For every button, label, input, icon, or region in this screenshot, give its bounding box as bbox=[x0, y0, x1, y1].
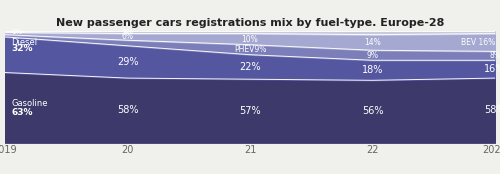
Text: 57%: 57% bbox=[239, 106, 261, 116]
Text: 9%: 9% bbox=[366, 51, 378, 60]
Text: 1%: 1% bbox=[11, 29, 22, 35]
Text: Diesel: Diesel bbox=[11, 38, 37, 47]
Text: BEV 16%: BEV 16% bbox=[461, 38, 495, 47]
Text: 29%: 29% bbox=[117, 57, 138, 67]
Text: 6%: 6% bbox=[122, 32, 134, 41]
Text: 18%: 18% bbox=[362, 65, 383, 75]
Text: 58%: 58% bbox=[117, 105, 138, 115]
Text: 58%: 58% bbox=[484, 105, 500, 115]
Text: 5%: 5% bbox=[122, 29, 133, 35]
Text: PHEV9%: PHEV9% bbox=[234, 45, 266, 54]
Text: 63%: 63% bbox=[11, 108, 32, 117]
Text: 16%: 16% bbox=[484, 64, 500, 74]
Text: Gasoline: Gasoline bbox=[11, 99, 48, 108]
Text: 56%: 56% bbox=[362, 106, 384, 117]
Text: 8%: 8% bbox=[489, 51, 500, 60]
Text: 22%: 22% bbox=[239, 62, 261, 72]
Text: 14%: 14% bbox=[364, 38, 381, 47]
Text: 32%: 32% bbox=[11, 44, 32, 53]
Title: New passenger cars registrations mix by fuel-type. Europe-28: New passenger cars registrations mix by … bbox=[56, 18, 444, 28]
Text: 10%: 10% bbox=[242, 35, 258, 44]
